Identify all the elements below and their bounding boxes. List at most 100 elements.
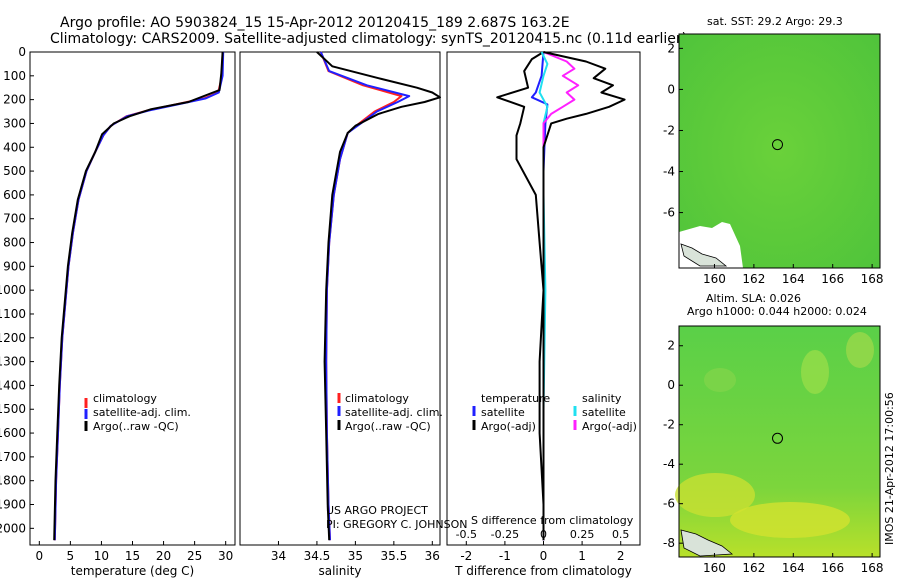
y-tick-label: 1900 (0, 498, 26, 512)
map-x-tick-label: 164 (782, 272, 805, 286)
plot-frame (239, 51, 441, 546)
x-axis-label: T difference from climatology (454, 564, 632, 578)
map-y-tick-label: 0 (667, 82, 675, 96)
sst-map: sat. SST: 29.2 Argo: 29.3 160 162 164 166 16… (663, 15, 884, 286)
x-axis-label: temperature (deg C) (71, 564, 194, 578)
series-line-s-argo-black (542, 51, 626, 541)
coastline (680, 529, 734, 557)
y-tick-label: 1400 (0, 378, 26, 392)
y-tick-label: 200 (3, 93, 26, 107)
y-tick-label: 1600 (0, 426, 26, 440)
x-tick-label: 30 (218, 549, 233, 563)
legend-title-temperature: temperature (481, 392, 550, 405)
s-tick-label: -0.5 (456, 528, 477, 541)
y-tick-label: 1100 (0, 307, 26, 321)
x-tick-label: 0 (35, 549, 43, 563)
map-x-tick-label: 162 (742, 561, 765, 575)
sla-map-title-1: Altim. SLA: 0.026 (706, 292, 801, 305)
x-tick-label: -1 (499, 549, 511, 563)
map-x-tick-label: 168 (861, 272, 884, 286)
temperature-panel: 0100200300400500600700800900100011001200… (0, 45, 236, 578)
timestamp-stamp: IMOS 21-Apr-2012 17:00:56 (883, 392, 896, 545)
y-tick-label: 1200 (0, 331, 26, 345)
x-tick-label: -2 (460, 549, 472, 563)
map-x-tick-label: 168 (861, 561, 884, 575)
map-y-tick-label: -4 (663, 457, 675, 471)
series-line-argo-raw-qc (53, 51, 224, 541)
sla-map: Altim. SLA: 0.026 Argo h1000: 0.044 h200… (663, 292, 884, 575)
map-y-tick-label: 2 (667, 339, 675, 353)
argo-position-marker (772, 139, 783, 151)
sla-map-title-2: Argo h1000: 0.044 h2000: 0.024 (687, 305, 867, 318)
y-tick-label: 600 (3, 188, 26, 202)
map-x-tick-label: 160 (703, 272, 726, 286)
argo-position-marker (772, 432, 783, 444)
map-y-tick-label: 0 (667, 378, 675, 392)
y-tick-label: 1700 (0, 450, 26, 464)
x-tick-label: 20 (156, 549, 171, 563)
y-tick-label: 1800 (0, 474, 26, 488)
sla-map-axes: 160 162 164 166 168 2 0 -2 -4 -6 -8 (663, 339, 884, 575)
y-tick-label: 400 (3, 140, 26, 154)
title-line-2: Climatology: CARS2009. Satellite-adjuste… (50, 31, 687, 47)
series-line-satellite-adj-clim (53, 51, 225, 541)
legend-label: Argo(..raw -QC) (93, 420, 179, 433)
sla-map-frame (678, 325, 881, 558)
x-tick-label: 34.5 (304, 549, 331, 563)
x-tick-label: 36 (425, 549, 440, 563)
series-line-climatology (319, 51, 403, 541)
legend-label: satellite-adj. clim. (345, 406, 443, 419)
map-y-tick-label: -6 (663, 497, 675, 511)
sst-map-axes: 160 162 164 166 168 2 0 -2 -4 -6 (663, 41, 884, 286)
s-tick-label: -0.25 (491, 528, 519, 541)
annotation-project: US ARGO PROJECT (326, 504, 428, 517)
y-tick-label: 1300 (0, 355, 26, 369)
temperature-legend: climatology satellite-adj. clim. Argo(..… (84, 392, 191, 433)
legend-label: Argo(-adj) (582, 420, 637, 433)
sla-anomaly (801, 350, 829, 394)
map-y-tick-label: -4 (663, 165, 675, 179)
legend-label: satellite (582, 406, 626, 419)
salinity-panel: 34 34.5 35 35.5 36 salinity (239, 51, 441, 578)
difference-legend: temperature satellite Argo(-adj) salinit… (471, 392, 637, 527)
difference-panel: -2 -1 0 1 2-0.5 -0.25 0 0.25 0.5T difference fro… (446, 51, 641, 578)
legend-label: climatology (93, 392, 157, 405)
x-tick-label: 34 (271, 549, 286, 563)
y-tick-label: 2000 (0, 521, 26, 535)
y-tick-label: 900 (3, 259, 26, 273)
sla-anomaly (730, 502, 850, 538)
title-line-1: Argo profile: AO 5903824_15 15-Apr-2012 … (60, 15, 570, 31)
coastline (680, 243, 728, 267)
map-x-tick-label: 160 (703, 561, 726, 575)
series-line-argo-raw-qc (316, 51, 441, 541)
series-line-t-argo-adj (496, 51, 545, 541)
sla-anomaly (675, 473, 755, 517)
legend-label: Argo(-adj) (481, 420, 536, 433)
legend-label: satellite (481, 406, 525, 419)
salinity-legend: climatology satellite-adj. clim. Argo(..… (326, 392, 467, 531)
x-tick-label: 35 (348, 549, 363, 563)
y-tick-label: 100 (3, 69, 26, 83)
series-line-s-argo-adj (542, 51, 580, 541)
map-x-tick-label: 166 (821, 561, 844, 575)
x-tick-label: 2 (617, 549, 625, 563)
x-tick-label: 1 (578, 549, 586, 563)
sla-anomaly (846, 332, 874, 368)
s-tick-label: 0.25 (570, 528, 595, 541)
map-y-tick-label: -2 (663, 418, 675, 432)
y-tick-label: 1500 (0, 402, 26, 416)
series-line-satellite-adj-clim (319, 51, 411, 541)
x-tick-label: 25 (187, 549, 202, 563)
map-y-tick-label: -2 (663, 123, 675, 137)
series-line-climatology (53, 51, 224, 541)
map-x-tick-label: 166 (821, 272, 844, 286)
s-difference-label: S difference from climatology (471, 514, 634, 527)
x-tick-label: 15 (125, 549, 140, 563)
sst-map-frame (678, 33, 881, 269)
map-y-tick-label: 2 (667, 41, 675, 55)
legend-title-salinity: salinity (582, 392, 622, 405)
x-tick-label: 10 (94, 549, 109, 563)
y-tick-label: 500 (3, 164, 26, 178)
y-tick-label: 700 (3, 212, 26, 226)
